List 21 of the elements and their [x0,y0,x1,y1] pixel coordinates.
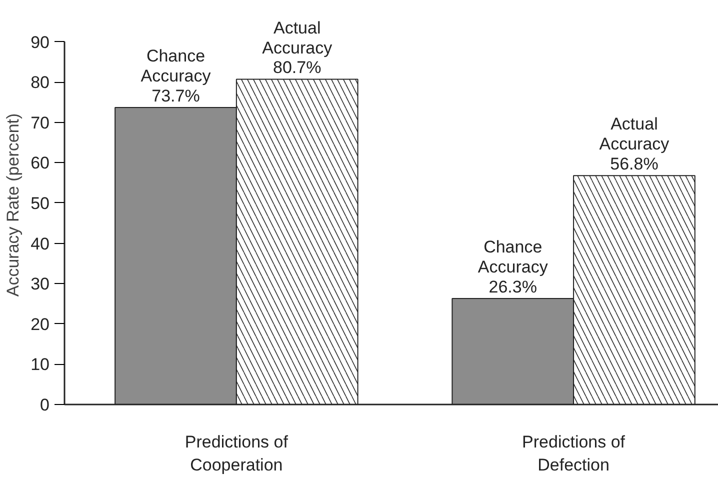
data-label: 73.7% [152,86,200,106]
y-tick-label: 50 [30,194,50,213]
data-label: 56.8% [610,154,658,174]
x-tick-label: Predictions of Cooperation [184,432,288,474]
y-axis-title: Accuracy Rate (percent) [4,113,23,297]
x-tick-label: Predictions of Defection [522,432,626,474]
y-tick-label: 0 [40,396,50,414]
data-label: 80.7% [273,58,322,78]
y-tick-label: 20 [30,314,50,334]
y-tick-label: 10 [30,355,50,374]
y-tick-label: 90 [30,32,50,52]
y-tick-label: 40 [30,234,50,254]
data-label: 26.3% [488,278,537,297]
y-tick-label: 70 [30,113,50,132]
y-tick-label: 30 [30,274,50,294]
text: Chance Accuracy [140,46,211,86]
series-label: Actual Accuracy [262,18,333,58]
y-tick-label: 60 [30,154,50,173]
series-label: Chance Accuracy [478,238,548,277]
y-tick-label: 80 [30,73,50,92]
text: Actual Accuracy [599,114,670,154]
